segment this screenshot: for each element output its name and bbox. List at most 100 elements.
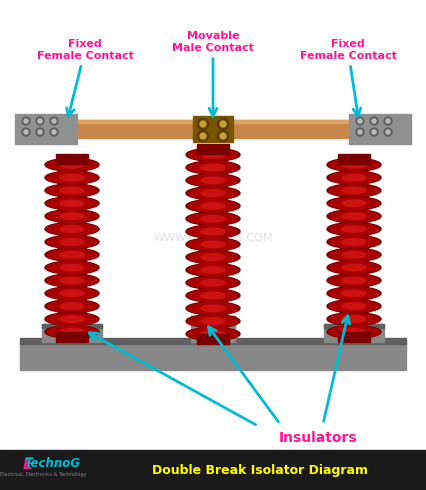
Ellipse shape — [201, 331, 225, 337]
Circle shape — [220, 133, 226, 139]
Ellipse shape — [327, 222, 381, 236]
Circle shape — [198, 130, 208, 142]
Ellipse shape — [186, 148, 240, 161]
Bar — [340, 158, 368, 338]
Ellipse shape — [188, 226, 238, 237]
Ellipse shape — [186, 174, 240, 187]
Ellipse shape — [186, 225, 240, 238]
Ellipse shape — [329, 288, 379, 299]
Bar — [0, 450, 426, 490]
Ellipse shape — [186, 251, 240, 264]
Ellipse shape — [60, 329, 84, 335]
Ellipse shape — [186, 315, 240, 327]
Circle shape — [50, 128, 58, 136]
Ellipse shape — [45, 171, 99, 184]
Ellipse shape — [188, 213, 238, 224]
Ellipse shape — [342, 239, 366, 245]
Ellipse shape — [60, 303, 84, 310]
Ellipse shape — [329, 223, 379, 235]
Ellipse shape — [45, 235, 99, 248]
Ellipse shape — [47, 301, 97, 312]
Bar — [42, 324, 102, 328]
Ellipse shape — [329, 275, 379, 286]
Ellipse shape — [60, 187, 84, 194]
Circle shape — [356, 128, 364, 136]
Ellipse shape — [188, 277, 238, 288]
Ellipse shape — [47, 249, 97, 260]
Ellipse shape — [47, 172, 97, 183]
Circle shape — [198, 119, 208, 129]
Circle shape — [370, 128, 378, 136]
Ellipse shape — [60, 239, 84, 245]
Ellipse shape — [327, 171, 381, 184]
Ellipse shape — [342, 277, 366, 284]
Circle shape — [50, 117, 58, 125]
Text: Electrical, Electronics & Technology: Electrical, Electronics & Technology — [0, 471, 86, 476]
Ellipse shape — [188, 328, 238, 340]
Bar — [20, 342, 406, 370]
Ellipse shape — [201, 203, 225, 209]
Bar — [197, 144, 229, 154]
Ellipse shape — [186, 199, 240, 212]
Ellipse shape — [45, 158, 99, 171]
Ellipse shape — [47, 237, 97, 247]
Circle shape — [370, 117, 378, 125]
Ellipse shape — [45, 287, 99, 300]
Ellipse shape — [47, 159, 97, 170]
Ellipse shape — [201, 279, 225, 286]
Ellipse shape — [342, 213, 366, 220]
Ellipse shape — [201, 151, 225, 158]
Text: WWW.ETechnoG.COM: WWW.ETechnoG.COM — [153, 233, 273, 243]
Ellipse shape — [327, 300, 381, 313]
Ellipse shape — [188, 149, 238, 160]
Ellipse shape — [60, 162, 84, 168]
Ellipse shape — [45, 222, 99, 236]
Circle shape — [218, 119, 228, 129]
Ellipse shape — [342, 226, 366, 232]
Ellipse shape — [47, 223, 97, 235]
Bar — [20, 338, 406, 344]
Ellipse shape — [47, 211, 97, 221]
Ellipse shape — [342, 187, 366, 194]
Circle shape — [358, 130, 362, 134]
Ellipse shape — [201, 228, 225, 235]
Bar — [324, 324, 384, 328]
Text: E: E — [23, 457, 33, 471]
Ellipse shape — [327, 158, 381, 171]
Bar — [15, 114, 77, 144]
Bar — [56, 154, 88, 164]
Ellipse shape — [327, 248, 381, 261]
Ellipse shape — [201, 241, 225, 247]
Text: Movable
Male Contact: Movable Male Contact — [172, 31, 254, 116]
Ellipse shape — [45, 210, 99, 222]
Ellipse shape — [45, 184, 99, 197]
Bar — [324, 324, 384, 342]
Text: Double Break Isolator Diagram: Double Break Isolator Diagram — [152, 464, 368, 476]
Ellipse shape — [47, 326, 97, 337]
Ellipse shape — [327, 197, 381, 210]
Ellipse shape — [45, 248, 99, 261]
Ellipse shape — [188, 200, 238, 211]
Ellipse shape — [329, 326, 379, 337]
Ellipse shape — [327, 210, 381, 222]
Bar — [30, 120, 396, 138]
Ellipse shape — [201, 164, 225, 171]
Circle shape — [384, 117, 392, 125]
Ellipse shape — [327, 313, 381, 325]
Circle shape — [372, 130, 376, 134]
Ellipse shape — [329, 249, 379, 260]
Ellipse shape — [60, 290, 84, 296]
Bar — [199, 148, 227, 340]
Ellipse shape — [45, 261, 99, 274]
Text: Insulators: Insulators — [279, 431, 357, 445]
Ellipse shape — [188, 175, 238, 186]
Bar — [191, 316, 235, 342]
Ellipse shape — [60, 277, 84, 284]
Ellipse shape — [60, 264, 84, 271]
Ellipse shape — [188, 316, 238, 326]
Circle shape — [200, 121, 206, 127]
Ellipse shape — [188, 162, 238, 173]
Ellipse shape — [342, 251, 366, 258]
Circle shape — [38, 130, 42, 134]
Text: Fixed
Female Contact: Fixed Female Contact — [37, 39, 133, 116]
